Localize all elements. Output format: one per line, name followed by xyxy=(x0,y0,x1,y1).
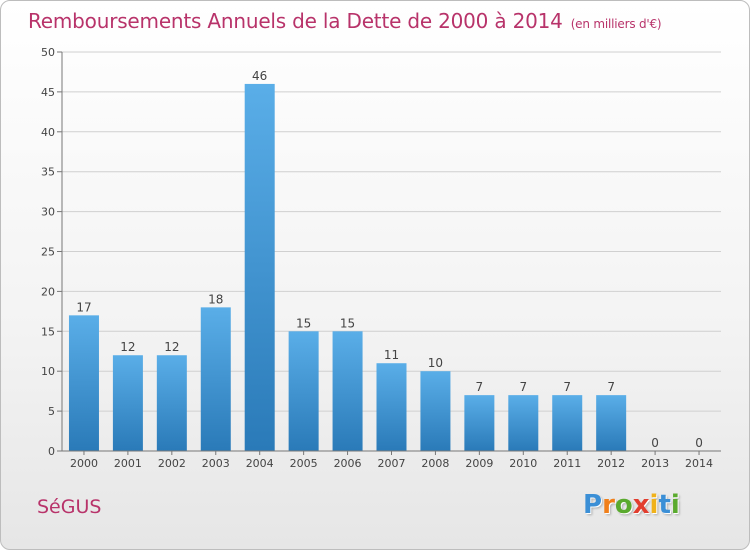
logo-letter: P xyxy=(583,490,603,520)
bar-2009[interactable] xyxy=(464,395,495,451)
logo-letter: t xyxy=(658,490,671,520)
y-tick-label-0: 0 xyxy=(48,445,55,458)
x-tick-label-2010: 2010 xyxy=(509,457,537,470)
bar-2004[interactable] xyxy=(244,83,275,452)
logo-letter: i xyxy=(670,490,680,520)
data-label-2013: 0 xyxy=(651,436,659,450)
data-label-2011: 7 xyxy=(563,380,571,394)
bar-2002[interactable] xyxy=(156,355,187,451)
y-tick-label-45: 45 xyxy=(41,86,55,99)
x-tick-label-2012: 2012 xyxy=(597,457,625,470)
bar-2012[interactable] xyxy=(596,395,627,451)
logo-letter: r xyxy=(602,490,615,520)
x-tick-label-2014: 2014 xyxy=(685,457,713,470)
data-label-2001: 12 xyxy=(120,340,135,354)
x-tick-label-2009: 2009 xyxy=(465,457,493,470)
data-label-2003: 18 xyxy=(208,292,223,306)
logo-letter: i xyxy=(649,490,659,520)
bar-2007[interactable] xyxy=(376,363,407,451)
y-tick-label-40: 40 xyxy=(41,126,55,139)
data-label-2005: 15 xyxy=(296,316,311,330)
bar-layer xyxy=(68,83,627,452)
data-label-2008: 10 xyxy=(428,356,443,370)
chart-unit: (en milliers d'€) xyxy=(570,17,662,31)
axis-layer xyxy=(57,51,721,455)
proxiti-logo[interactable]: Proxiti xyxy=(583,490,680,520)
commune-name: SéGUS xyxy=(37,496,102,518)
x-tick-label-2005: 2005 xyxy=(290,457,318,470)
x-tick-label-2003: 2003 xyxy=(202,457,230,470)
bar-2010[interactable] xyxy=(508,395,539,451)
data-label-2007: 11 xyxy=(384,348,399,362)
x-tick-label-2013: 2013 xyxy=(641,457,669,470)
label-layer: 0 5 10 15 20 25 30 35 40 45 50 17 2000 12 2001 12 2002 18… xyxy=(41,46,713,470)
data-label-2010: 7 xyxy=(519,380,527,394)
x-tick-label-2004: 2004 xyxy=(246,457,274,470)
x-tick-label-2011: 2011 xyxy=(553,457,581,470)
bar-2006[interactable] xyxy=(332,331,363,451)
y-tick-label-25: 25 xyxy=(41,246,55,259)
x-tick-label-2000: 2000 xyxy=(70,457,98,470)
bar-2000[interactable] xyxy=(68,315,99,451)
bar-2001[interactable] xyxy=(112,355,143,451)
bar-2005[interactable] xyxy=(288,331,319,451)
y-tick-label-10: 10 xyxy=(41,365,55,378)
data-label-2012: 7 xyxy=(607,380,615,394)
y-tick-label-5: 5 xyxy=(48,405,55,418)
data-label-2009: 7 xyxy=(476,380,484,394)
data-label-2006: 15 xyxy=(340,316,355,330)
logo-letter: o xyxy=(614,490,633,520)
x-tick-label-2006: 2006 xyxy=(334,457,362,470)
x-tick-label-2002: 2002 xyxy=(158,457,186,470)
x-tick-label-2007: 2007 xyxy=(378,457,406,470)
y-tick-label-20: 20 xyxy=(41,285,55,298)
chart-title: Remboursements Annuels de la Dette de 20… xyxy=(28,9,662,33)
logo-letter: x xyxy=(632,490,650,520)
y-tick-label-30: 30 xyxy=(41,206,55,219)
data-label-2000: 17 xyxy=(76,300,91,314)
chart-title-text: Remboursements Annuels de la Dette de 20… xyxy=(28,9,563,33)
bar-2011[interactable] xyxy=(552,395,583,451)
y-tick-label-50: 50 xyxy=(41,46,55,59)
y-tick-label-15: 15 xyxy=(41,325,55,338)
x-tick-label-2008: 2008 xyxy=(421,457,449,470)
data-label-2004: 46 xyxy=(252,69,267,83)
data-label-2014: 0 xyxy=(695,436,703,450)
y-tick-label-35: 35 xyxy=(41,166,55,179)
bar-2008[interactable] xyxy=(420,371,451,451)
data-label-2002: 12 xyxy=(164,340,179,354)
x-tick-label-2001: 2001 xyxy=(114,457,142,470)
bar-2003[interactable] xyxy=(200,307,231,451)
